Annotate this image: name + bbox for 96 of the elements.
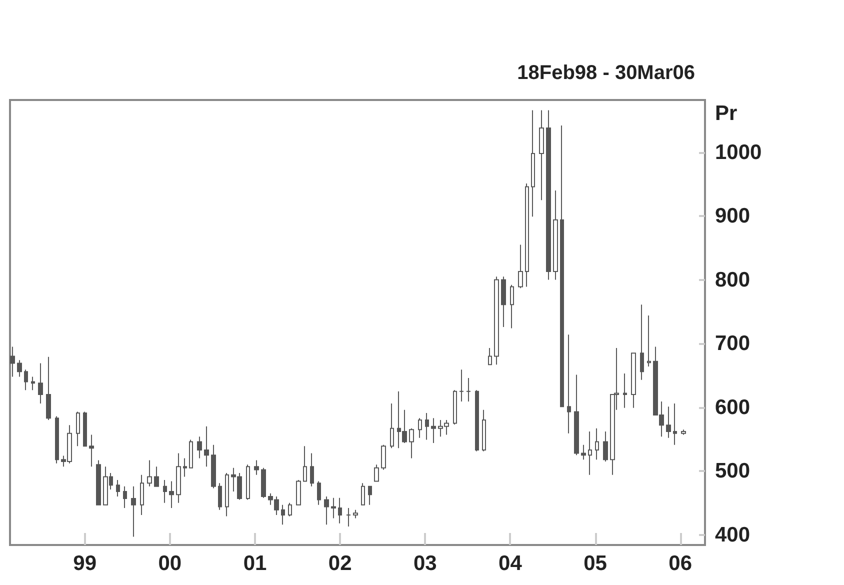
candlestick <box>324 496 329 526</box>
candlestick <box>147 460 152 487</box>
candlestick <box>116 479 120 498</box>
candlestick <box>123 486 127 509</box>
chart-title: 18Feb98 - 30Mar06 <box>517 62 696 84</box>
x-tick-label: 03 <box>413 552 437 575</box>
candlestick <box>553 190 558 280</box>
y-tick-label: 700 <box>715 332 750 356</box>
candlestick <box>681 429 686 436</box>
candlestick <box>131 486 136 538</box>
candlestick <box>501 276 506 328</box>
candlestick <box>546 110 551 280</box>
candlestick <box>338 497 342 524</box>
candlestick <box>83 411 87 447</box>
candlestick <box>647 314 651 367</box>
x-tick-label: 02 <box>328 552 352 575</box>
candlestick <box>390 402 394 449</box>
candlestick <box>154 466 159 487</box>
candlestick <box>539 110 544 201</box>
candlestick <box>281 504 285 526</box>
x-tick-label: 01 <box>243 552 267 575</box>
candlestick <box>475 390 479 452</box>
candlestick <box>631 352 636 408</box>
candlestick <box>261 467 266 498</box>
candlestick <box>218 482 222 510</box>
candlestick <box>666 406 671 438</box>
candlestick <box>76 411 80 447</box>
candlestick <box>488 348 492 366</box>
x-tick-label: 06 <box>668 552 692 575</box>
candlestick <box>381 444 386 470</box>
candlestick <box>24 369 28 391</box>
candlestick <box>89 434 94 468</box>
candlestick <box>494 276 499 366</box>
candlestick <box>640 304 644 380</box>
candlestick <box>303 446 307 482</box>
x-tick-label: 04 <box>498 552 522 575</box>
candlestick <box>425 412 429 440</box>
candlestick <box>459 369 464 402</box>
y-tick-label: 500 <box>715 460 750 483</box>
candlestick <box>453 390 457 426</box>
x-tick-label: 00 <box>158 552 182 575</box>
candlestick <box>567 334 571 434</box>
candlestick <box>254 460 259 476</box>
candlestick <box>353 509 358 519</box>
candlestick <box>204 426 209 468</box>
candlestick <box>581 444 586 460</box>
x-tick-label: 99 <box>73 552 97 575</box>
candlestick <box>531 110 535 218</box>
candlestick <box>418 418 422 438</box>
candlestick <box>673 402 677 446</box>
candlestick <box>211 444 216 489</box>
x-tick-label: 05 <box>584 552 608 575</box>
y-tick-label: 900 <box>715 204 750 228</box>
candlestick <box>588 431 592 476</box>
candlestick <box>574 374 579 456</box>
candlestick <box>189 439 193 468</box>
candlestick <box>176 452 181 504</box>
candlestick <box>510 284 514 329</box>
candlestick <box>361 482 365 506</box>
candlestick <box>55 416 59 464</box>
candlestick <box>96 460 101 506</box>
candlestick <box>38 362 43 404</box>
candlestick <box>409 428 414 459</box>
candlestick <box>560 125 564 408</box>
candlestick <box>482 409 486 452</box>
candlestick <box>296 479 301 506</box>
candlestick <box>183 458 187 478</box>
candlestick <box>197 436 202 459</box>
candlestick <box>246 464 250 500</box>
candlestick <box>317 480 321 506</box>
candlestick <box>140 474 144 516</box>
candlestick <box>466 377 471 402</box>
y-tick-label: 800 <box>715 268 750 292</box>
candlestick <box>46 356 51 421</box>
candlestick <box>525 183 529 288</box>
candlestick <box>431 418 436 444</box>
y-tick-label: 1000 <box>715 140 762 164</box>
candlestick <box>169 480 174 509</box>
y-tick-label: 600 <box>715 396 750 419</box>
candlestick <box>288 502 292 517</box>
candlestick <box>603 431 608 462</box>
candlestick <box>225 472 229 517</box>
candlestick <box>17 360 22 378</box>
candlestick <box>163 479 167 504</box>
candlestick <box>518 244 523 289</box>
candlestick <box>595 428 599 460</box>
candlestick <box>623 373 627 408</box>
y-axis-title: Pr <box>715 102 738 125</box>
candlestick <box>331 497 336 519</box>
candlestick <box>346 508 351 528</box>
candlestick <box>10 346 15 378</box>
y-tick-label: 400 <box>715 523 750 546</box>
candlestick <box>374 464 379 482</box>
candlestick <box>31 376 35 391</box>
candlestick <box>368 486 372 506</box>
candlestick <box>310 452 314 487</box>
